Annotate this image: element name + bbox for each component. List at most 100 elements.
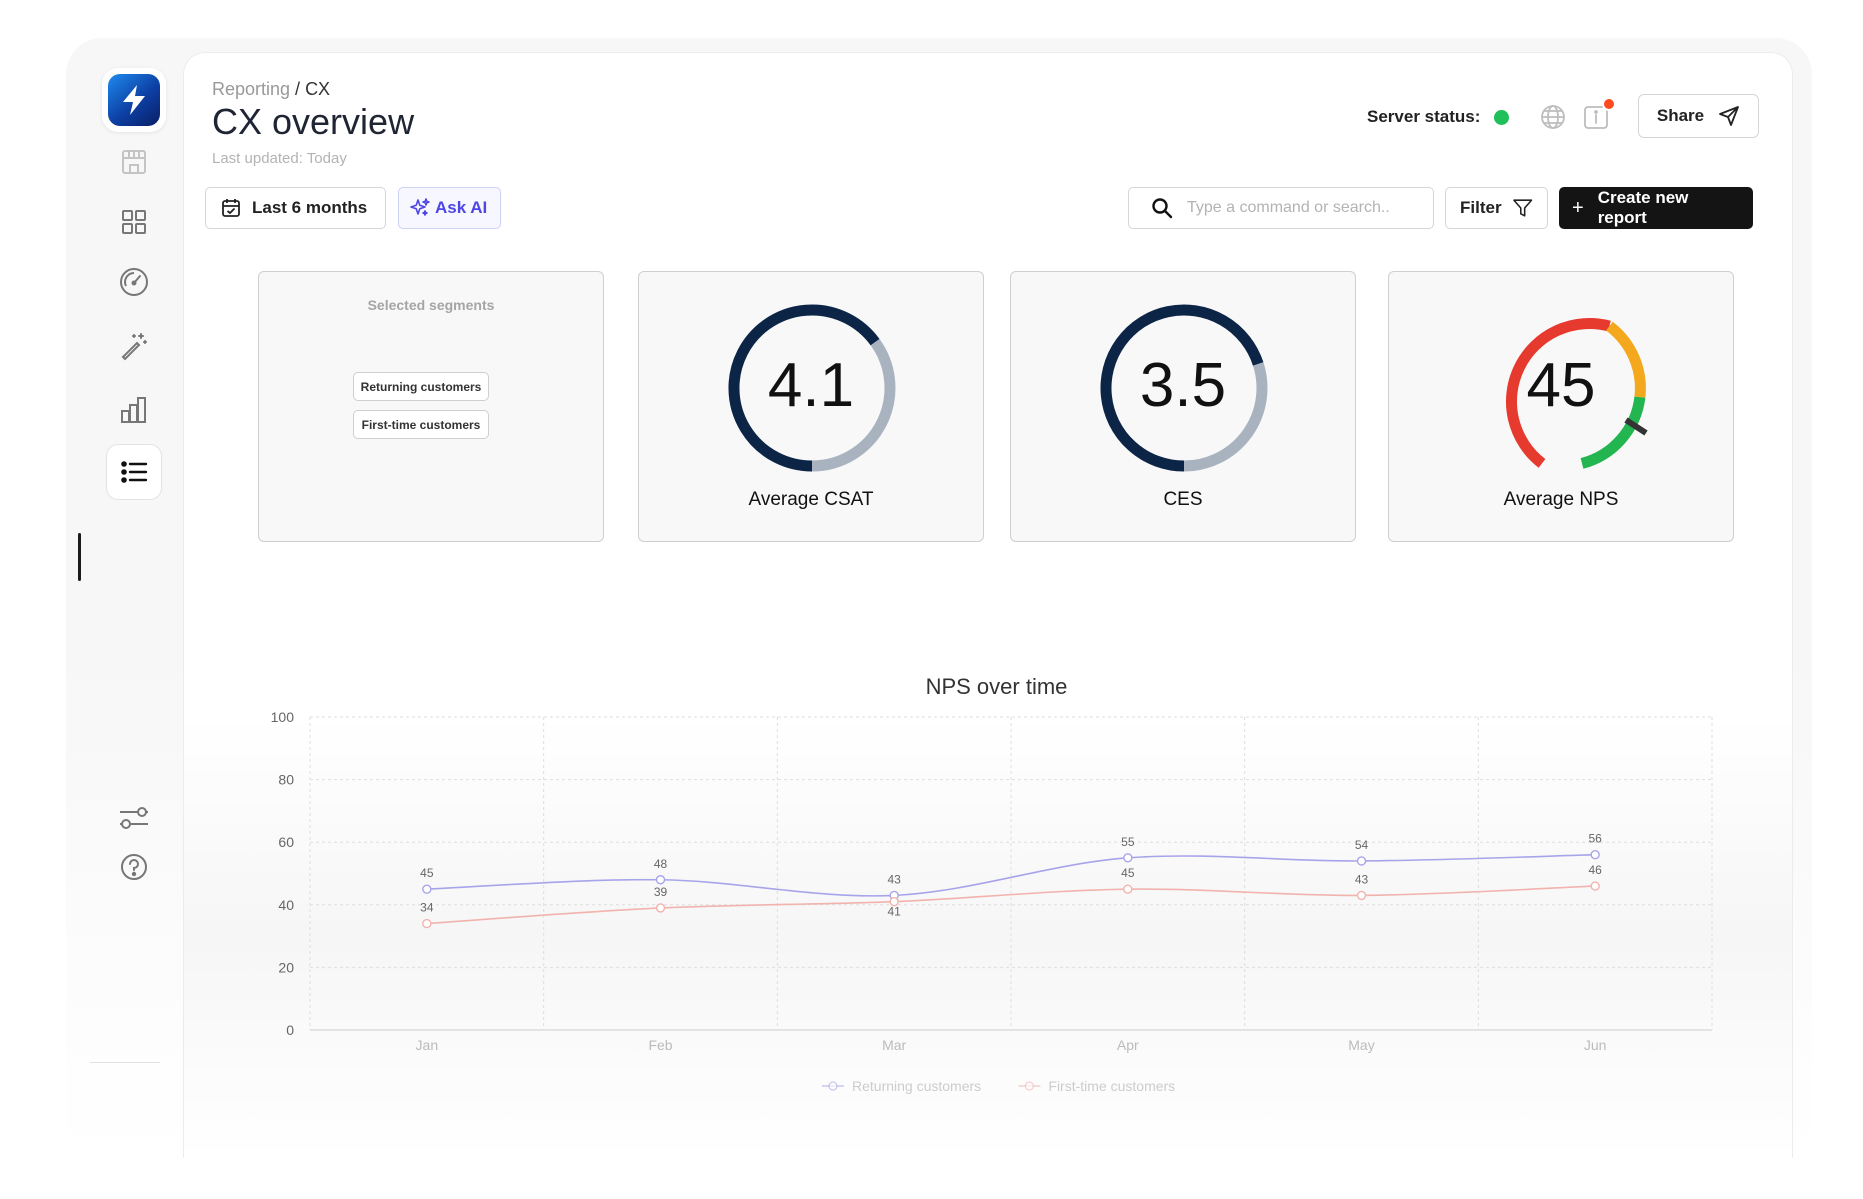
plus-icon: + [1572, 196, 1584, 219]
server-status-label: Server status: [1367, 107, 1481, 126]
data-point [1123, 853, 1133, 863]
filter-button[interactable]: Filter [1445, 187, 1548, 229]
breadcrumb: Reporting / CX [212, 79, 330, 100]
data-label: 46 [1588, 863, 1602, 877]
notification-badge [1602, 97, 1616, 111]
ces-label: CES [1163, 489, 1203, 510]
funnel-icon [1512, 199, 1532, 217]
csat-value: 4.1 [767, 351, 855, 420]
data-label: 39 [654, 885, 668, 899]
breadcrumb-current: CX [305, 79, 331, 99]
series-line-first-time [426, 885, 1596, 925]
data-point [889, 896, 899, 907]
share-label: Share [1656, 106, 1705, 125]
ces-gauge [1100, 304, 1268, 472]
data-label: 45 [420, 866, 434, 880]
data-label: 56 [1588, 832, 1602, 846]
data-label: 43 [887, 872, 901, 886]
last-updated: Last updated: Today [212, 150, 347, 167]
data-label: 41 [887, 905, 901, 919]
breadcrumb-separator: / [290, 79, 306, 99]
series-line-returning [426, 853, 1596, 897]
y-tick-label: 60 [278, 834, 294, 850]
sidebar-divider [90, 1062, 160, 1063]
data-label: 55 [1121, 835, 1135, 849]
x-tick-label: May [1348, 1037, 1374, 1053]
ces-value: 3.5 [1139, 351, 1227, 420]
data-label: 54 [1355, 838, 1369, 852]
date-range-button[interactable]: Last 6 months [205, 187, 386, 229]
data-point [1590, 881, 1600, 891]
chart-title: NPS over time [925, 674, 1068, 699]
data-label: 43 [1355, 872, 1369, 886]
send-icon [1719, 106, 1740, 126]
data-label: 45 [1121, 866, 1135, 880]
y-tick-label: 80 [278, 772, 294, 788]
magic-wand-icon[interactable] [106, 318, 162, 374]
data-point [1590, 850, 1600, 860]
data-point [422, 884, 432, 894]
settings-sliders-icon[interactable] [106, 790, 162, 846]
x-tick-label: Apr [1117, 1037, 1139, 1053]
data-label: 48 [654, 857, 668, 871]
notification-icon[interactable] [1582, 103, 1610, 136]
ces-card: 3.5 CES [1010, 271, 1356, 542]
main-panel: Reporting / CX CX overview Last updated:… [183, 52, 1793, 1158]
nps-gauge [1505, 318, 1648, 469]
y-tick-label: 100 [271, 709, 295, 725]
page-title: CX overview [212, 101, 415, 142]
sparkle-icon [410, 198, 430, 216]
status-dot [1494, 109, 1510, 125]
legend-label: Returning customers [852, 1078, 981, 1094]
data-point [1356, 890, 1367, 901]
search-input[interactable]: Type a command or search.. [1187, 199, 1390, 216]
data-point [1123, 884, 1133, 894]
command-search[interactable]: Type a command or search.. [1128, 187, 1434, 229]
segment-pill-returning[interactable]: Returning customers [353, 372, 489, 401]
gauge-icon[interactable] [106, 254, 162, 310]
segment-pill-first-time[interactable]: First-time customers [353, 410, 489, 439]
csat-label: Average CSAT [748, 489, 874, 510]
nps-card: 45 Average NPS [1388, 271, 1734, 542]
create-report-label: Create new report [1597, 188, 1689, 227]
globe-icon[interactable] [1539, 103, 1567, 136]
sidebar [66, 38, 184, 1158]
app-logo[interactable] [102, 68, 166, 132]
active-indicator [78, 533, 81, 581]
date-range-label: Last 6 months [252, 198, 368, 217]
x-tick-label: Jan [416, 1037, 439, 1053]
data-point [655, 875, 666, 885]
legend-marker [828, 1081, 838, 1091]
x-tick-label: Feb [648, 1037, 672, 1053]
data-point [422, 918, 432, 929]
y-tick-label: 20 [278, 959, 294, 975]
x-tick-label: Jun [1584, 1037, 1607, 1053]
create-report-button[interactable]: + Create new report [1559, 187, 1753, 229]
y-tick-label: 0 [286, 1022, 294, 1038]
legend-marker [1024, 1081, 1035, 1091]
ask-ai-label: Ask AI [435, 198, 488, 217]
dashboard-grid-icon[interactable] [106, 194, 162, 250]
breadcrumb-parent[interactable]: Reporting [212, 79, 291, 99]
y-tick-label: 40 [278, 897, 294, 913]
segments-card: Selected segments Returning customers Fi… [258, 271, 604, 542]
share-button[interactable]: Share [1638, 94, 1759, 138]
bar-chart-icon[interactable] [106, 382, 162, 438]
ask-ai-button[interactable]: Ask AI [398, 187, 501, 229]
segments-title: Selected segments [367, 297, 495, 313]
nps-value: 45 [1526, 351, 1596, 420]
search-icon [1152, 198, 1173, 219]
legend-label: First-time customers [1048, 1078, 1175, 1094]
data-point [655, 903, 666, 913]
server-status: Server status: [1367, 107, 1510, 127]
store-icon[interactable] [106, 134, 162, 190]
csat-gauge [728, 304, 896, 472]
lightning-logo-icon [108, 74, 160, 126]
calendar-icon [222, 199, 240, 217]
csat-card: 4.1 Average CSAT [638, 271, 984, 542]
list-icon[interactable] [106, 444, 162, 500]
data-label: 34 [420, 901, 434, 915]
filter-label: Filter [1460, 198, 1502, 217]
help-icon[interactable] [106, 839, 162, 895]
